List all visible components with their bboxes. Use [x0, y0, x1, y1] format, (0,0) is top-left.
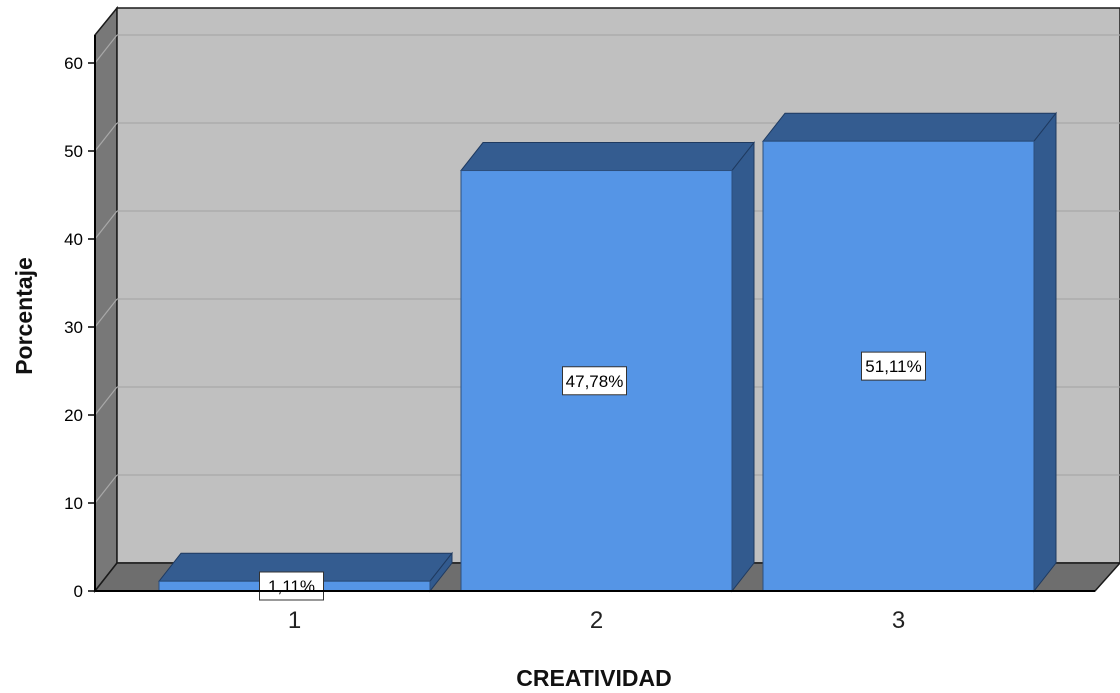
bar-top	[459, 142, 756, 172]
y-tick-label: 50	[64, 142, 83, 161]
gridline-side	[94, 474, 118, 504]
y-tick-label: 0	[74, 582, 83, 601]
y-axis-title: Porcentaje	[11, 257, 37, 375]
data-label-box	[259, 571, 324, 601]
y-tick-label: 40	[64, 230, 83, 249]
x-tick-label: 3	[892, 607, 905, 634]
data-label-box	[861, 351, 926, 381]
gridline-side	[94, 298, 118, 328]
left-wall	[94, 5, 118, 594]
x-tick-label: 2	[590, 607, 603, 634]
bar-side	[731, 141, 755, 593]
gridline-side	[94, 386, 118, 416]
x-axis-title: CREATIVIDAD	[516, 665, 671, 691]
bar-side	[1033, 111, 1057, 593]
gridline-side	[94, 210, 118, 240]
y-tick-label: 20	[64, 406, 83, 425]
x-axis: 1 2 3	[95, 590, 1095, 634]
data-label-text: 51,11%	[865, 357, 921, 376]
data-label: 1,11%	[259, 571, 324, 601]
bar-top	[761, 112, 1058, 142]
data-label-text: 47,78%	[566, 372, 624, 391]
y-tick-label: 60	[64, 54, 83, 73]
x-tick-label: 1	[288, 607, 301, 634]
y-tick-label: 10	[64, 494, 83, 513]
data-label: 47,78%	[562, 366, 627, 396]
gridline-side	[94, 122, 118, 152]
gridline-side	[94, 34, 118, 64]
data-label-box	[562, 366, 627, 396]
data-labels: 1,11% 47,78% 51,11%	[259, 351, 926, 601]
data-label: 51,11%	[861, 351, 926, 381]
y-axis: 0 10 20 30 40 50 60	[64, 35, 96, 601]
y-tick-label: 30	[64, 318, 83, 337]
data-label-text: 1,11%	[268, 577, 315, 596]
